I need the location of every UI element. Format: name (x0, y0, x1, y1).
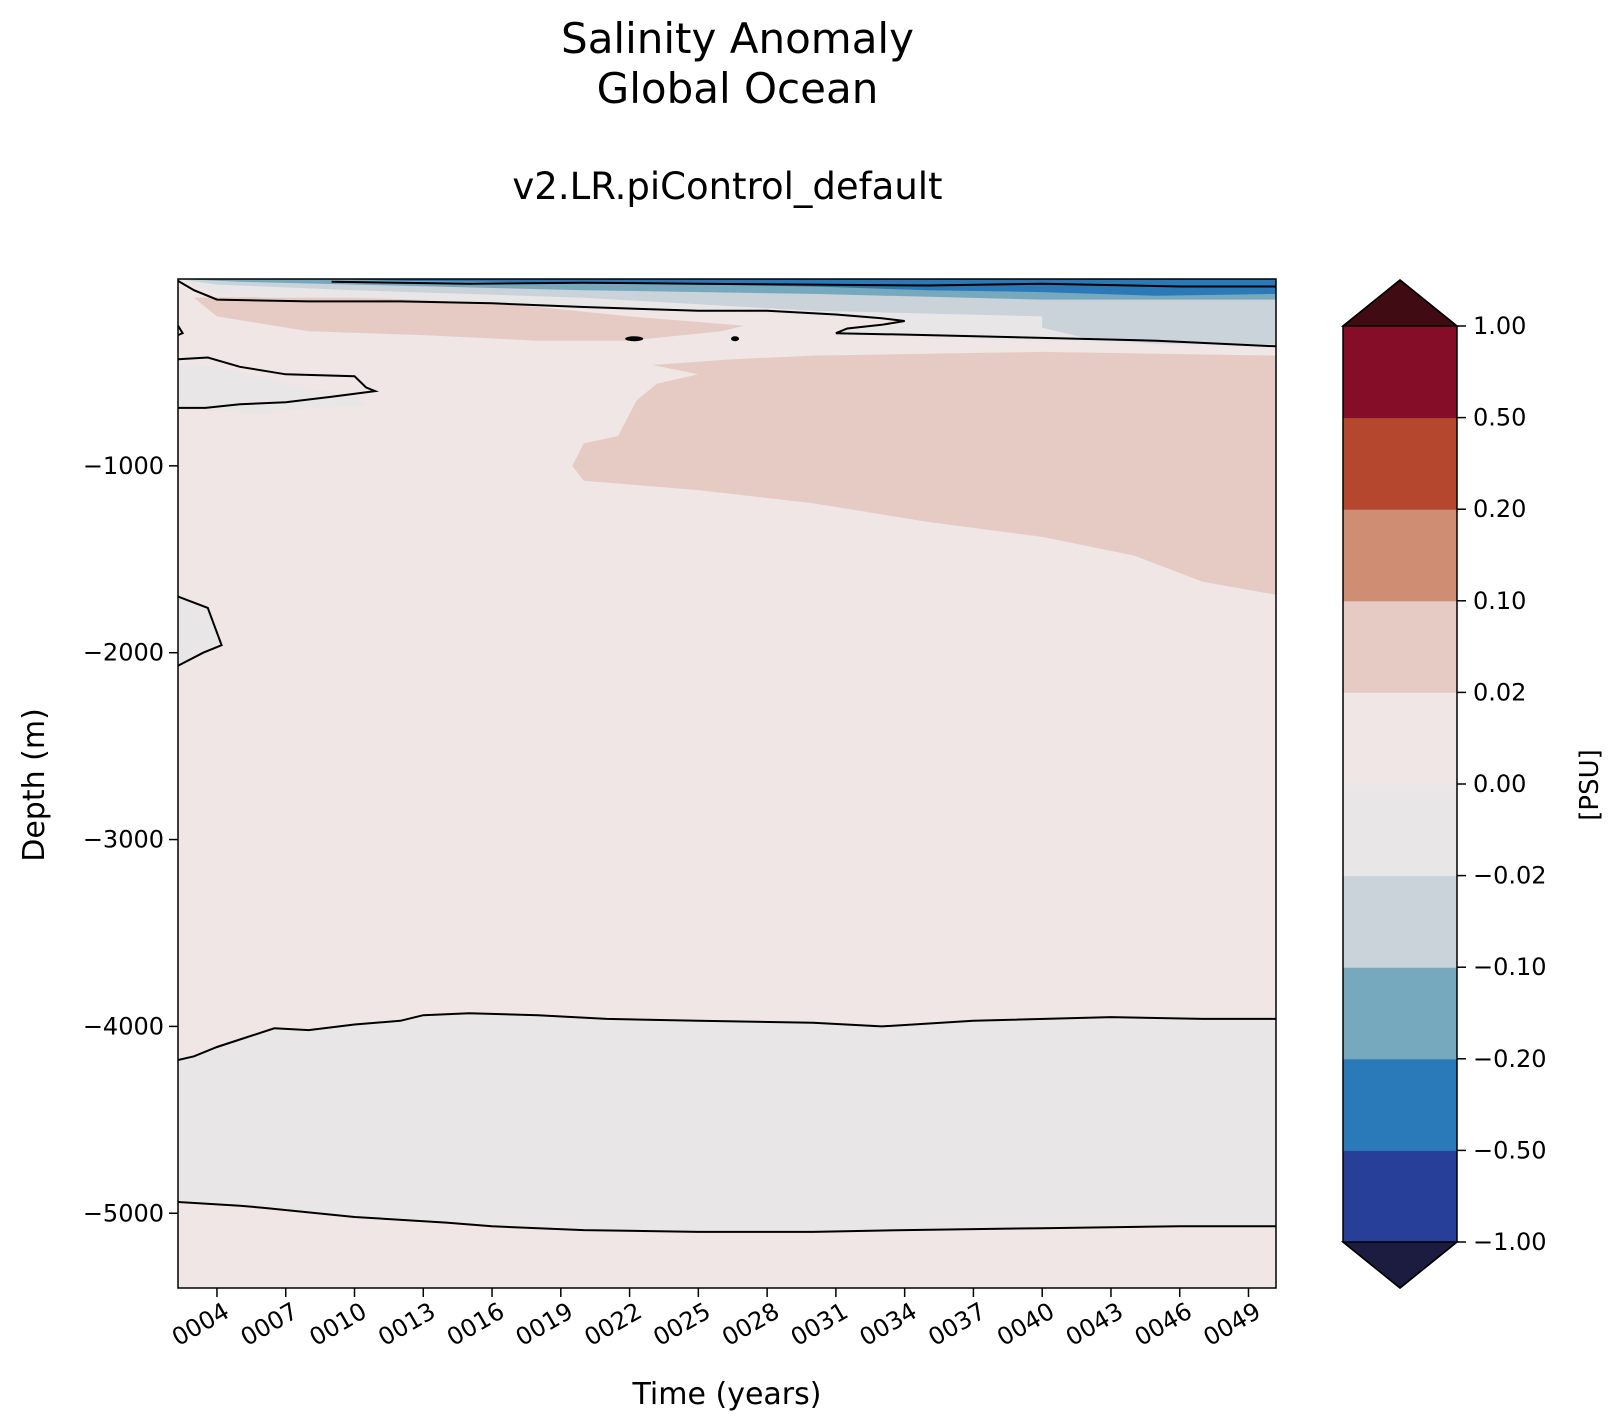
x-tick-label-13: 0043 (1061, 1297, 1128, 1352)
x-tick-label-11: 0037 (924, 1297, 991, 1352)
colorbar-segment-8 (1343, 417, 1457, 510)
y-tick-label-4: −5000 (83, 1199, 164, 1227)
y-tick-label-2: −3000 (83, 826, 164, 854)
colorbar-segment-9 (1343, 326, 1457, 419)
colorbar-tick-label-3: −0.10 (1473, 953, 1547, 981)
anomaly-region-4 (178, 1013, 1276, 1232)
contour-line-2 (178, 325, 185, 337)
contour-line-0 (331, 280, 1276, 288)
chart-title: Salinity Anomaly (561, 14, 914, 63)
chart-region-title: Global Ocean (596, 64, 879, 113)
contour-line-4 (178, 595, 223, 667)
x-tick-label-10: 0034 (855, 1297, 922, 1352)
x-tick-label-15: 0049 (1199, 1297, 1266, 1352)
colorbar-segment-3 (1343, 875, 1457, 968)
colorbar-tick-label-2: −0.20 (1473, 1045, 1547, 1073)
colorbar-segment-5 (1343, 692, 1457, 785)
colorbar-label: [PSU] (1575, 749, 1605, 821)
colorbar: −1.00 −0.50 −0.20 −0.10 −0.02 0.00 0.02 0.10 0.2… (1340, 279, 1547, 1289)
y-axis-label: Depth (m) (17, 708, 52, 862)
colorbar-tick-label-9: 0.50 (1473, 404, 1526, 432)
colorbar-over-arrow (1340, 279, 1460, 327)
anomaly-region-2 (178, 363, 366, 414)
colorbar-tick-label-7: 0.10 (1473, 587, 1526, 615)
plot-area (177, 278, 1277, 1289)
contour-line-5 (178, 1012, 1276, 1061)
colorbar-segment-4 (1343, 784, 1457, 877)
contour-blob-0 (625, 336, 644, 342)
colorbar-segment-7 (1343, 509, 1457, 602)
x-tick-label-6: 0022 (580, 1297, 647, 1352)
colorbar-segment-0 (1343, 1150, 1457, 1243)
x-tick-label-1: 0007 (236, 1297, 303, 1352)
x-tick-label-3: 0013 (373, 1297, 440, 1352)
colorbar-under-arrow (1340, 1241, 1460, 1289)
colorbar-tick-label-0: −1.00 (1473, 1228, 1547, 1256)
colorbar-tick-label-6: 0.02 (1473, 678, 1526, 706)
colorbar-tick-label-8: 0.20 (1473, 495, 1526, 523)
contour-line-6 (178, 1201, 1276, 1233)
x-tick-label-4: 0016 (442, 1297, 509, 1352)
anomaly-region-0 (572, 351, 1276, 595)
x-tick-label-8: 0028 (717, 1297, 784, 1352)
colorbar-tick-label-5: 0.00 (1473, 770, 1526, 798)
y-tick-label-1: −2000 (83, 639, 164, 667)
y-axis: −1000 −2000 −3000 −4000 −5000 (83, 452, 178, 1227)
x-tick-label-5: 0019 (511, 1297, 578, 1352)
colorbar-segment-1 (1343, 1058, 1457, 1151)
y-tick-label-0: −1000 (83, 452, 164, 480)
x-tick-label-2: 0010 (305, 1297, 372, 1352)
x-tick-label-7: 0025 (648, 1297, 715, 1352)
plot-frame (177, 278, 1277, 1289)
colorbar-segment-6 (1343, 600, 1457, 693)
x-tick-label-12: 0040 (992, 1297, 1059, 1352)
x-tick-label-14: 0046 (1130, 1297, 1197, 1352)
x-axis-label: Time (years) (632, 1377, 822, 1412)
x-axis: 0004 0007 0010 0013 0016 0019 0022 0025 0028 0031… (167, 1288, 1265, 1352)
contour-line-1 (178, 280, 1276, 348)
colorbar-segment-2 (1343, 967, 1457, 1060)
colorbar-tick-label-10: 1.00 (1473, 312, 1526, 340)
contour-blob-1 (731, 336, 740, 342)
colorbar-tick-label-1: −0.50 (1473, 1136, 1547, 1164)
colorbar-tick-label-4: −0.02 (1473, 862, 1547, 890)
anomaly-region-1 (194, 295, 745, 341)
x-tick-label-9: 0031 (786, 1297, 853, 1352)
contour-line-3 (178, 356, 379, 409)
anomaly-region-3 (178, 596, 222, 666)
chart-subtitle: v2.LR.piControl_default (512, 165, 943, 208)
y-tick-label-3: −4000 (83, 1012, 164, 1040)
x-tick-label-0: 0004 (167, 1297, 234, 1352)
